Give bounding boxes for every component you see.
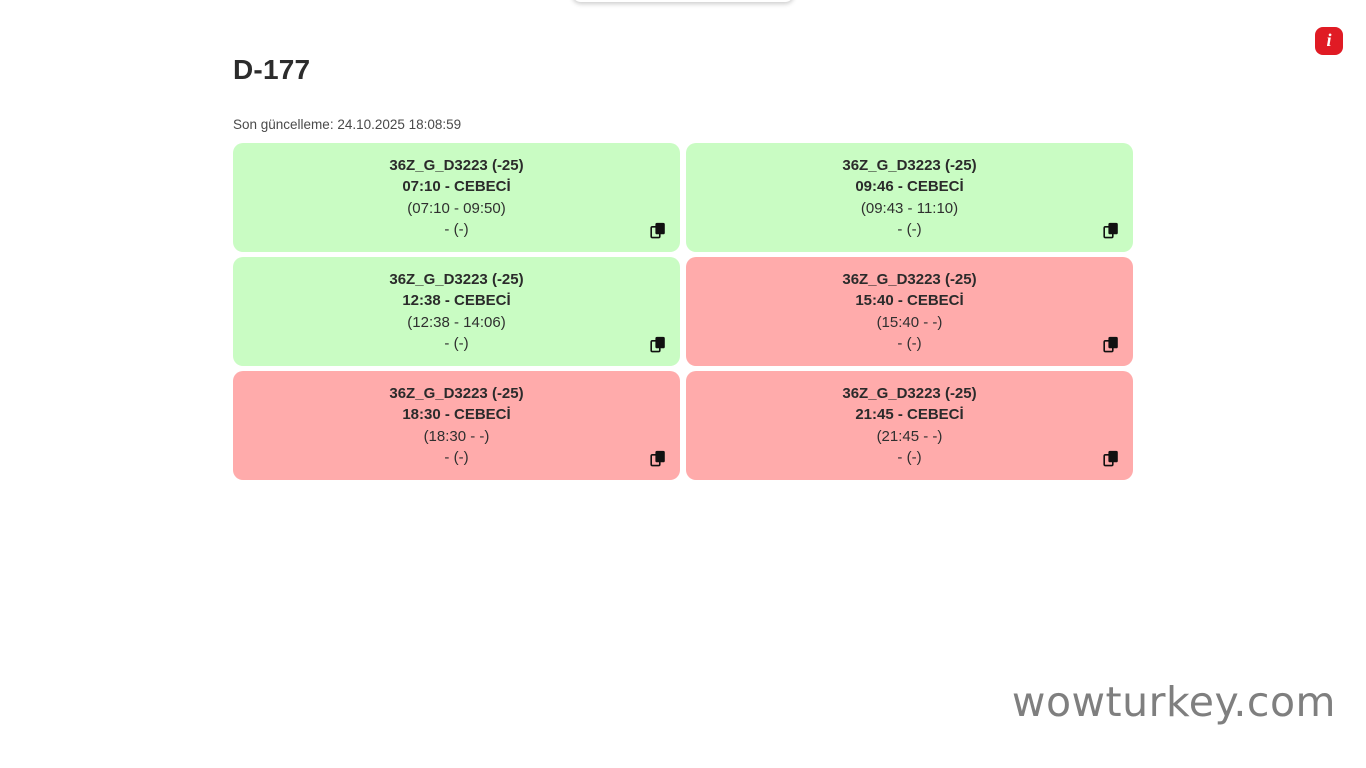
watermark: wowturkey.com bbox=[1011, 678, 1336, 726]
copy-icon bbox=[650, 450, 665, 466]
copy-icon bbox=[1103, 450, 1118, 466]
trip-departure: 09:46 - CEBECİ bbox=[855, 178, 964, 195]
top-sheet-shadow bbox=[572, 0, 794, 2]
trip-extra: - (-) bbox=[444, 335, 469, 352]
trip-departure: 15:40 - CEBECİ bbox=[855, 292, 964, 309]
trip-card: 36Z_G_D3223 (-25) 18:30 - CEBECİ (18:30 … bbox=[233, 371, 680, 480]
trip-time-window: (12:38 - 14:06) bbox=[407, 313, 506, 331]
trip-departure: 07:10 - CEBECİ bbox=[402, 178, 511, 195]
trip-card: 36Z_G_D3223 (-25) 07:10 - CEBECİ (07:10 … bbox=[233, 143, 680, 252]
copy-button[interactable] bbox=[649, 221, 667, 239]
copy-button[interactable] bbox=[1102, 335, 1120, 353]
trip-extra: - (-) bbox=[444, 221, 469, 238]
trip-departure: 18:30 - CEBECİ bbox=[402, 406, 511, 423]
trip-route-code: 36Z_G_D3223 (-25) bbox=[389, 270, 524, 288]
info-button[interactable]: i bbox=[1315, 27, 1343, 55]
main-content: D-177 Son güncelleme: 24.10.2025 18:08:5… bbox=[233, 0, 1133, 480]
trip-extra: - (-) bbox=[897, 449, 922, 466]
info-icon: i bbox=[1326, 30, 1332, 50]
trip-route-code: 36Z_G_D3223 (-25) bbox=[842, 384, 977, 402]
copy-icon bbox=[650, 222, 665, 238]
trip-route-code: 36Z_G_D3223 (-25) bbox=[389, 384, 524, 402]
trip-time-window: (15:40 - -) bbox=[876, 313, 943, 331]
trip-extra: - (-) bbox=[444, 449, 469, 466]
trip-card: 36Z_G_D3223 (-25) 15:40 - CEBECİ (15:40 … bbox=[686, 257, 1133, 366]
last-update-text: Son güncelleme: 24.10.2025 18:08:59 bbox=[233, 117, 462, 132]
trip-route-code: 36Z_G_D3223 (-25) bbox=[842, 270, 977, 288]
trip-time-window: (18:30 - -) bbox=[423, 427, 490, 445]
page-title: D-177 bbox=[233, 54, 311, 85]
trip-route-code: 36Z_G_D3223 (-25) bbox=[389, 156, 524, 174]
copy-button[interactable] bbox=[1102, 449, 1120, 467]
trip-extra: - (-) bbox=[897, 221, 922, 238]
trip-time-window: (07:10 - 09:50) bbox=[407, 199, 506, 217]
trip-cards-grid: 36Z_G_D3223 (-25) 07:10 - CEBECİ (07:10 … bbox=[233, 143, 1133, 480]
copy-icon bbox=[1103, 222, 1118, 238]
trip-departure: 21:45 - CEBECİ bbox=[855, 406, 964, 423]
trip-extra: - (-) bbox=[897, 335, 922, 352]
copy-icon bbox=[650, 336, 665, 352]
trip-route-code: 36Z_G_D3223 (-25) bbox=[842, 156, 977, 174]
trip-time-window: (09:43 - 11:10) bbox=[860, 199, 959, 217]
copy-button[interactable] bbox=[649, 335, 667, 353]
trip-card: 36Z_G_D3223 (-25) 09:46 - CEBECİ (09:43 … bbox=[686, 143, 1133, 252]
copy-button[interactable] bbox=[1102, 221, 1120, 239]
copy-button[interactable] bbox=[649, 449, 667, 467]
trip-departure: 12:38 - CEBECİ bbox=[402, 292, 511, 309]
trip-card: 36Z_G_D3223 (-25) 12:38 - CEBECİ (12:38 … bbox=[233, 257, 680, 366]
trip-time-window: (21:45 - -) bbox=[876, 427, 943, 445]
trip-card: 36Z_G_D3223 (-25) 21:45 - CEBECİ (21:45 … bbox=[686, 371, 1133, 480]
copy-icon bbox=[1103, 336, 1118, 352]
